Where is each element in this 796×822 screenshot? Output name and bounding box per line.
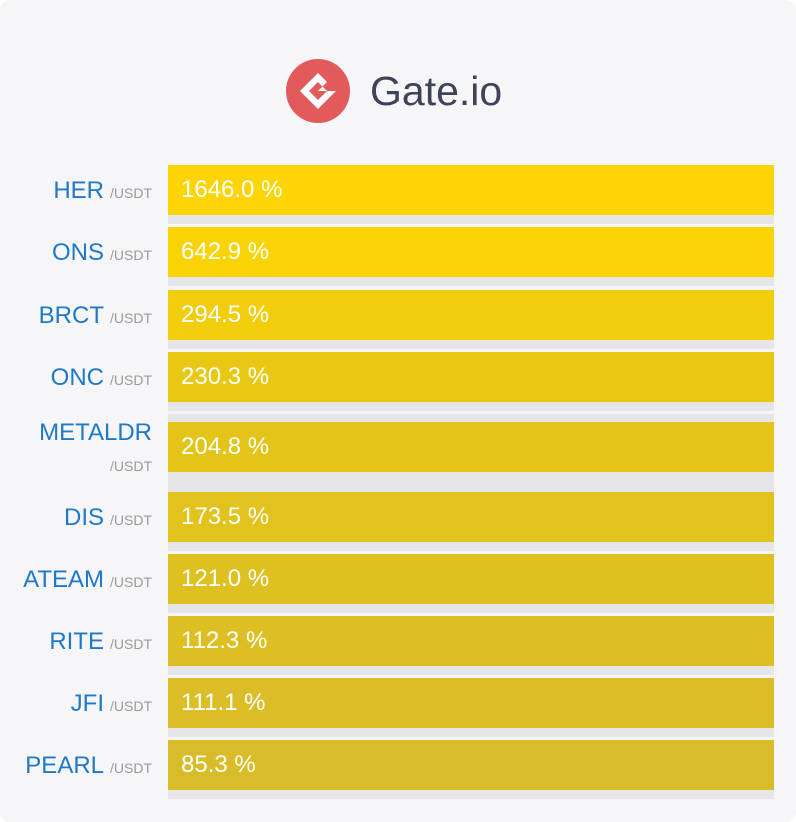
pair-label: PEARL/USDT: [25, 752, 152, 780]
change-bar: 112.3 %: [168, 616, 774, 666]
gateio-logo-icon: [286, 59, 350, 123]
change-bar: 173.5 %: [168, 492, 774, 542]
change-percent: 230.3 %: [181, 363, 270, 390]
change-percent: 642.9 %: [181, 238, 270, 265]
pair-quote: /USDT: [110, 247, 152, 263]
change-percent: 204.8 %: [181, 433, 270, 460]
change-percent: 85.3 %: [181, 751, 256, 778]
pair-label: HER/USDT: [53, 177, 152, 205]
change-bar: 111.1 %: [168, 678, 774, 728]
pair-label: BRCT/USDT: [39, 302, 152, 330]
change-percent: 112.3 %: [181, 627, 268, 654]
change-bar-track: 1646.0 %: [168, 165, 774, 224]
pair-quote: /USDT: [110, 458, 152, 474]
pair-symbol: BRCT: [38, 302, 104, 329]
pair-label: JFI/USDT: [71, 690, 152, 718]
change-percent: 111.1 %: [181, 689, 266, 716]
change-bar: 85.3 %: [168, 740, 774, 790]
change-bar-track: 85.3 %: [168, 740, 774, 799]
brand-name: Gate.io: [370, 68, 503, 114]
pair-symbol: DIS: [63, 504, 104, 531]
pair-label: ONS/USDT: [52, 239, 152, 267]
pair-symbol: ONC: [50, 364, 104, 391]
change-bar-track: 111.1 %: [168, 678, 774, 737]
change-bar: 294.5 %: [168, 290, 774, 340]
pair-label: DIS/USDT: [64, 504, 152, 532]
pair-symbol: HER: [53, 177, 104, 204]
pair-symbol: JFI: [70, 690, 104, 717]
change-bar-track: 112.3 %: [168, 616, 774, 675]
change-bar-track: 230.3 %: [168, 352, 774, 411]
pair-quote: /USDT: [110, 698, 152, 714]
pair-quote: /USDT: [110, 185, 152, 201]
pair-quote: /USDT: [110, 760, 152, 776]
pair-label: ONC/USDT: [51, 364, 152, 392]
pair-label: METALDR/USDT: [2, 414, 152, 480]
change-percent: 294.5 %: [181, 301, 270, 328]
change-bar: 1646.0 %: [168, 165, 774, 215]
pair-quote: /USDT: [110, 636, 152, 652]
change-percent: 1646.0 %: [181, 176, 283, 203]
pair-quote: /USDT: [110, 372, 152, 388]
pair-symbol: ATEAM: [23, 566, 104, 593]
change-bar: 642.9 %: [168, 227, 774, 277]
change-bar-track: 204.8 %: [168, 414, 774, 499]
pair-label: RITE/USDT: [49, 628, 152, 656]
pair-symbol: RITE: [49, 628, 104, 655]
brand-header: Gate.io: [286, 59, 502, 123]
change-bar-track: 173.5 %: [168, 492, 774, 551]
change-bar: 121.0 %: [168, 554, 774, 604]
pair-symbol: METALDR: [39, 419, 152, 446]
change-percent: 121.0 %: [181, 565, 270, 592]
pair-symbol: ONS: [51, 239, 104, 266]
change-bar-track: 642.9 %: [168, 227, 774, 286]
pair-symbol: PEARL: [25, 752, 104, 779]
pair-quote: /USDT: [110, 310, 152, 326]
pair-label: ATEAM/USDT: [23, 566, 152, 594]
change-bar-track: 121.0 %: [168, 554, 774, 613]
pair-quote: /USDT: [110, 574, 152, 590]
change-bar-track: 294.5 %: [168, 290, 774, 349]
pair-quote: /USDT: [110, 512, 152, 528]
change-bar: 230.3 %: [168, 352, 774, 402]
change-bar: 204.8 %: [168, 422, 774, 472]
change-percent: 173.5 %: [181, 503, 270, 530]
